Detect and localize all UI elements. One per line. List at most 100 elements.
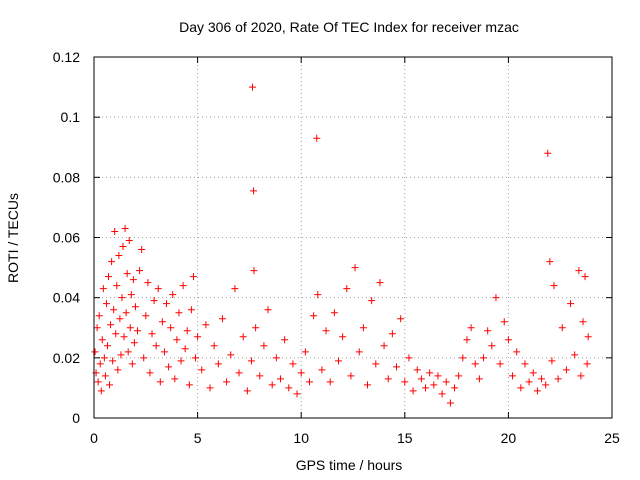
data-point — [94, 378, 102, 386]
data-point — [554, 375, 562, 383]
data-point — [405, 354, 413, 362]
data-point — [334, 357, 342, 365]
data-point — [347, 372, 355, 380]
chart-title: Day 306 of 2020, Rate Of TEC Index for r… — [179, 19, 519, 35]
data-point — [359, 324, 367, 332]
data-point — [548, 357, 556, 365]
data-point — [517, 384, 525, 392]
data-point — [183, 327, 191, 335]
data-point — [169, 291, 177, 299]
data-point — [189, 273, 197, 281]
data-point — [313, 134, 321, 142]
data-point — [102, 300, 110, 308]
data-point — [310, 312, 318, 320]
data-point — [131, 303, 139, 311]
data-point — [326, 378, 334, 386]
plot-frame — [93, 56, 613, 419]
data-point — [281, 336, 289, 344]
data-point — [484, 327, 492, 335]
data-point — [562, 366, 570, 374]
data-point — [544, 149, 552, 157]
data-point — [579, 318, 587, 326]
ticks: 0 0.02 0.04 0.06 0.08 0.1 0.12 0 5 10 15 20 25 — [53, 49, 620, 446]
data-point — [467, 324, 475, 332]
data-point — [550, 282, 558, 290]
data-point — [107, 321, 115, 329]
data-point — [384, 375, 392, 383]
data-point — [206, 384, 214, 392]
data-point — [218, 315, 226, 323]
data-point — [364, 381, 372, 389]
data-point — [434, 372, 442, 380]
data-point — [214, 360, 222, 368]
x-axis-label: GPS time / hours — [296, 457, 403, 473]
data-point — [160, 348, 168, 356]
y-tick-label: 0.04 — [53, 290, 80, 306]
data-point — [339, 333, 347, 341]
data-point — [368, 297, 376, 305]
grid — [94, 57, 612, 418]
data-point — [471, 360, 479, 368]
data-point — [98, 336, 106, 344]
data-point — [150, 297, 158, 305]
data-point — [105, 273, 113, 281]
data-point — [583, 360, 591, 368]
data-point — [249, 83, 257, 91]
data-point — [138, 246, 146, 254]
data-point — [126, 324, 134, 332]
data-point — [546, 258, 554, 266]
data-point — [376, 279, 384, 287]
data-point — [276, 375, 284, 383]
data-point — [134, 327, 142, 335]
x-tick-label: 10 — [293, 430, 309, 446]
x-tick-label: 20 — [501, 430, 517, 446]
data-point — [158, 318, 166, 326]
data-point — [239, 333, 247, 341]
y-tick-label: 0.12 — [53, 49, 80, 65]
data-point — [504, 336, 512, 344]
data-point — [260, 342, 268, 350]
data-point — [103, 342, 111, 350]
data-point — [442, 378, 450, 386]
data-point — [463, 336, 471, 344]
y-axis-label: ROTI / TECUs — [5, 193, 21, 283]
data-point — [372, 360, 380, 368]
data-point — [584, 333, 592, 341]
data-point — [247, 357, 255, 365]
data-point — [268, 381, 276, 389]
data-point — [110, 306, 118, 314]
data-point — [128, 360, 136, 368]
data-point — [513, 348, 521, 356]
data-point — [156, 378, 164, 386]
data-point — [575, 267, 583, 275]
y-tick-label: 0.02 — [53, 350, 80, 366]
data-point — [119, 243, 127, 251]
data-point — [413, 366, 421, 374]
data-point — [401, 378, 409, 386]
data-point — [114, 366, 122, 374]
data-point — [175, 309, 183, 317]
data-point — [118, 294, 126, 302]
data-point — [144, 279, 152, 287]
x-tick-label: 15 — [397, 430, 413, 446]
y-tick-label: 0 — [72, 410, 80, 426]
data-point — [235, 369, 243, 377]
data-point — [97, 387, 105, 395]
data-point — [140, 354, 148, 362]
data-point — [318, 366, 326, 374]
data-point — [525, 378, 533, 386]
data-point — [179, 282, 187, 290]
data-point — [492, 294, 500, 302]
data-points — [91, 83, 592, 407]
data-point — [227, 351, 235, 359]
data-point — [500, 318, 508, 326]
data-point — [202, 321, 210, 329]
data-point — [120, 333, 128, 341]
data-point — [109, 357, 117, 365]
data-point — [96, 360, 104, 368]
data-point — [223, 378, 231, 386]
data-point — [116, 315, 124, 323]
data-point — [430, 381, 438, 389]
data-point — [173, 336, 181, 344]
